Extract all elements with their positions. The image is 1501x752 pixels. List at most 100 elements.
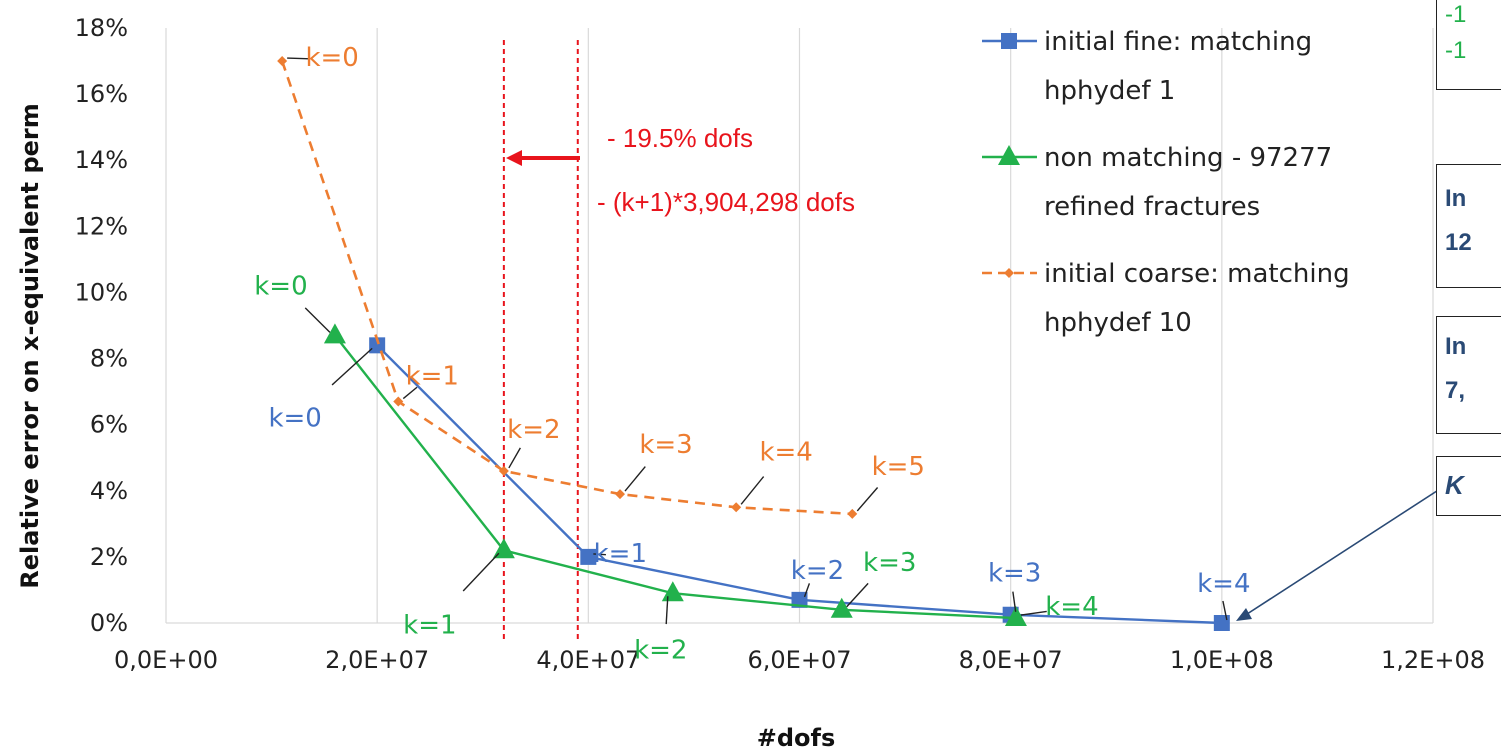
label-leader xyxy=(846,582,869,608)
side-box-2-line-1: In xyxy=(1445,185,1467,212)
legend-entry-1: non matching - 97277 refined fractures xyxy=(982,143,1332,222)
x-tick-label: 2,0E+07 xyxy=(325,646,429,674)
point-label: k=3 xyxy=(863,548,916,578)
legend-label: initial fine: matching xyxy=(1044,27,1312,57)
y-tick-label: 16% xyxy=(75,80,128,108)
x-tick-label: 4,0E+07 xyxy=(536,646,640,674)
point-label: k=2 xyxy=(507,415,560,445)
label-leader xyxy=(593,553,606,556)
label-leader xyxy=(624,466,646,492)
side-box-1: -1 -1 xyxy=(1436,0,1501,90)
label-leader xyxy=(304,307,331,333)
callout-arrow-head xyxy=(1236,608,1252,621)
side-box-4: K xyxy=(1436,456,1501,516)
point-label: k=3 xyxy=(988,559,1041,589)
y-tick-label: 2% xyxy=(90,543,128,571)
label-leader xyxy=(462,552,500,592)
x-axis-title: #dofs xyxy=(757,724,836,752)
y-tick-label: 12% xyxy=(75,212,128,240)
point-label: k=4 xyxy=(1197,569,1250,599)
marker-square xyxy=(369,337,386,354)
marker-triangle xyxy=(998,145,1020,165)
series-2 xyxy=(277,56,858,519)
side-box-1-line-1: -1 xyxy=(1445,1,1467,28)
x-tick-label: 8,0E+07 xyxy=(959,646,1063,674)
marker-triangle xyxy=(830,597,853,618)
legend-label: refined fractures xyxy=(1044,192,1260,222)
legend-label: hphydef 1 xyxy=(1044,76,1175,106)
legend-label: non matching - 97277 xyxy=(1044,143,1332,173)
label-leader xyxy=(508,447,521,469)
marker-diamond xyxy=(1004,268,1014,278)
marker-square xyxy=(1001,33,1017,49)
annotation-dofs-formula: - (k+1)*3,904,298 dofs xyxy=(597,187,855,217)
reference-lines-layer xyxy=(502,40,579,640)
y-tick-label: 10% xyxy=(75,278,128,306)
marker-square xyxy=(1213,615,1230,631)
axis-layer: #dofs Relative error on x-equivalent per… xyxy=(16,103,835,752)
label-leader xyxy=(665,596,669,625)
label-leader xyxy=(331,347,373,386)
legend-entry-0: initial fine: matching hphydef 1 xyxy=(982,27,1312,106)
point-label: k=4 xyxy=(759,437,812,467)
y-tick-label: 14% xyxy=(75,146,128,174)
marker-diamond xyxy=(498,465,509,476)
point-label: k=1 xyxy=(594,539,647,569)
legend-label: hphydef 10 xyxy=(1044,308,1192,338)
side-box-2-line-2: 12 xyxy=(1445,229,1472,256)
x-tick-label: 1,2E+08 xyxy=(1381,646,1485,674)
label-leader xyxy=(1012,591,1017,612)
grid-layer: 0,0E+00 2,0E+07 4,0E+07 6,0E+07 8,0E+07 1,0E+… xyxy=(75,14,1485,674)
reduction-arrow-head xyxy=(506,150,522,166)
legend-label: initial coarse: matching xyxy=(1044,259,1350,289)
point-label: k=1 xyxy=(406,362,459,392)
point-label: k=0 xyxy=(254,271,307,301)
label-leader xyxy=(740,476,765,505)
label-leader xyxy=(402,386,418,400)
y-axis-title: Relative error on x-equivalent perm xyxy=(16,103,44,588)
side-box-3-line-1: In xyxy=(1445,333,1467,360)
side-box-3: In 7, xyxy=(1436,316,1501,434)
marker-triangle xyxy=(323,323,346,344)
label-leader xyxy=(287,57,310,60)
callout-arrow-line xyxy=(1243,475,1461,617)
label-leader xyxy=(1222,600,1228,621)
point-label: k=1 xyxy=(403,610,456,640)
x-tick-label: 1,0E+08 xyxy=(1170,646,1274,674)
marker-square xyxy=(580,548,597,565)
side-box-4-text: K xyxy=(1445,470,1464,500)
marker-diamond xyxy=(731,502,742,513)
point-label: k=2 xyxy=(791,556,844,586)
marker-diamond xyxy=(277,56,288,67)
marker-square xyxy=(791,591,808,608)
x-tick-label: 0,0E+00 xyxy=(114,646,218,674)
point-label: k=0 xyxy=(268,403,321,433)
marker-triangle xyxy=(1004,606,1027,627)
point-label: k=0 xyxy=(305,43,358,73)
legend-entry-2: initial coarse: matching hphydef 10 xyxy=(982,259,1350,338)
y-tick-label: 6% xyxy=(90,411,128,439)
point-label: k=5 xyxy=(872,452,925,482)
side-box-1-line-2: -1 xyxy=(1445,37,1467,64)
marker-diamond xyxy=(847,508,858,519)
point-labels-layer: k=0k=1k=2 k=3 k=4k=0k=1k=2k=3k=4k=0k=1k=2k… xyxy=(254,43,1250,665)
point-label: k=4 xyxy=(1045,592,1098,622)
y-tick-label: 8% xyxy=(90,345,128,373)
point-label: k=3 xyxy=(639,430,692,460)
marker-diamond xyxy=(393,396,404,407)
marker-diamond xyxy=(615,489,626,500)
point-label: k=2 xyxy=(634,635,687,665)
series-line xyxy=(280,60,853,516)
side-box-2: In 12 xyxy=(1436,164,1501,288)
legend: initial fine: matching hphydef 1 non match… xyxy=(982,27,1350,338)
label-leader xyxy=(803,583,811,598)
y-tick-label: 0% xyxy=(90,609,128,637)
y-tick-label: 18% xyxy=(75,14,128,42)
label-leader xyxy=(856,487,879,512)
annotation-layer: - 19.5% dofs - (k+1)*3,904,298 dofs xyxy=(506,123,1461,621)
side-box-3-line-2: 7, xyxy=(1445,377,1466,404)
label-leader xyxy=(1020,610,1047,616)
x-tick-label: 6,0E+07 xyxy=(748,646,852,674)
y-tick-label: 4% xyxy=(90,477,128,505)
